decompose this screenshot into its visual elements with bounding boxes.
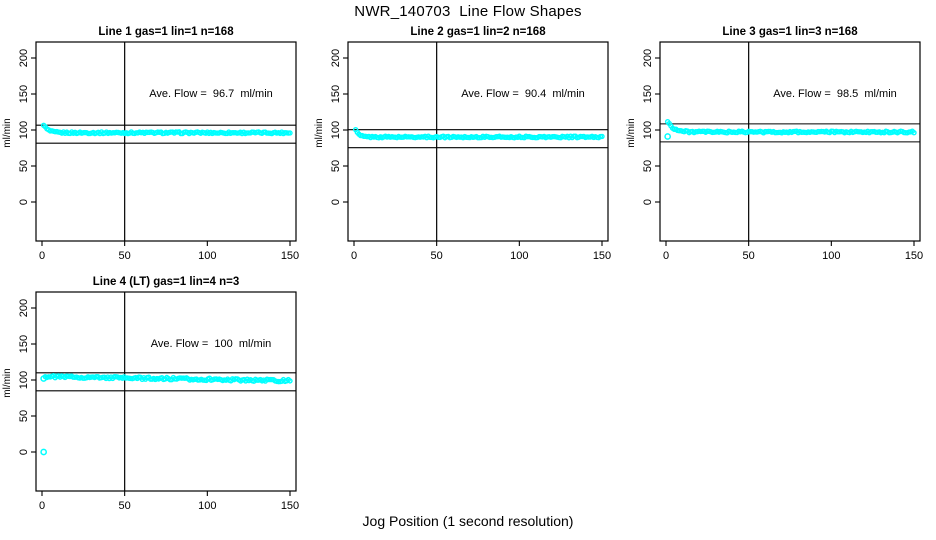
ave-flow-annotation: Ave. Flow = 90.4 ml/min [461,88,585,100]
plot-area-line-1: 0 50 100 150 200 0 50 100 150 [18,41,299,262]
panel-title: Line 1 gas=1 lin=1 n=168 [98,26,234,38]
x-axis-tick-label: 100 [822,250,840,262]
y-axis-tick-label: 0 [18,449,30,455]
x-axis-tick-label: 0 [39,500,45,512]
data-point [287,130,293,136]
x-axis-tick-label: 50 [743,250,755,262]
y-axis-tick-label: 0 [18,199,30,205]
ave-flow-annotation: Ave. Flow = 100 ml/min [150,338,272,350]
y-axis-tick-label: 0 [642,199,654,205]
y-axis-tick-label: 150 [18,85,30,103]
plot-area-line-2: 0 50 100 150 200 0 50 100 150 [330,41,611,262]
x-axis-tick-label: 150 [281,500,299,512]
panel-title: Line 4 (LT) gas=1 lin=4 n=3 [92,276,240,288]
outlier-point [664,133,672,140]
x-axis-tick-label: 150 [281,250,299,262]
outlier-point [40,375,48,382]
panel-line-4: 0 50 100 150 200 0 50 100 150 Line 4 (LT) gas=1 … [0,250,312,515]
y-axis-tick-label: 50 [18,160,30,172]
y-axis-label: ml/min [314,118,325,148]
panel-line-3: 0 50 100 150 200 0 50 100 150 Line 3 gas=1 lin=3… [624,0,936,265]
y-axis-tick-label: 50 [18,410,30,422]
ave-flow-annotation: Ave. Flow = 96.7 ml/min [149,88,273,100]
x-axis-tick-label: 50 [119,250,131,262]
plot-area-line-4: 0 50 100 150 200 0 50 100 150 [18,291,299,512]
x-axis-label: Jog Position (1 second resolution) [362,513,574,529]
y-axis-tick-label: 100 [642,121,654,139]
plot-box [347,41,609,242]
x-axis-tick-label: 0 [39,250,45,262]
plot-box [35,41,297,242]
x-axis-tick-label: 100 [510,250,528,262]
plot-area-line-3: 0 50 100 150 200 0 50 100 150 [642,41,923,262]
y-axis-tick-label: 100 [330,121,342,139]
panel-title: Line 3 gas=1 lin=3 n=168 [722,26,858,38]
plot-box [35,291,297,492]
panel-line-2: 0 50 100 150 200 0 50 100 150 Line 2 gas=1 lin=2… [312,0,624,265]
y-axis-tick-label: 150 [330,85,342,103]
plot-box [659,41,921,242]
data-point [287,378,293,384]
y-axis-label: ml/min [2,118,13,148]
data-point [911,130,917,136]
y-axis-tick-label: 200 [642,49,654,67]
y-axis-label: ml/min [626,118,637,148]
y-axis-tick-label: 200 [18,49,30,67]
y-axis-tick-label: 200 [330,49,342,67]
y-axis-tick-label: 100 [18,371,30,389]
x-axis-tick-label: 0 [663,250,669,262]
outlier-point [40,448,48,456]
panel-title: Line 2 gas=1 lin=2 n=168 [410,26,546,38]
x-axis-tick-label: 100 [198,500,216,512]
ave-flow-annotation: Ave. Flow = 98.5 ml/min [773,88,897,100]
panel-line-1: 0 50 100 150 200 0 50 100 150 Line 1 gas=1 lin=1… [0,0,312,265]
y-axis-tick-label: 0 [330,199,342,205]
x-axis-tick-label: 100 [198,250,216,262]
y-axis-tick-label: 150 [18,335,30,353]
y-axis-tick-label: 50 [642,160,654,172]
main-title: NWR_140703 Line Flow Shapes [354,3,582,20]
x-axis-tick-label: 50 [431,250,443,262]
y-axis-tick-label: 50 [330,160,342,172]
y-axis-label: ml/min [2,368,13,398]
y-axis-tick-label: 100 [18,121,30,139]
x-axis-tick-label: 50 [119,500,131,512]
x-axis-tick-label: 150 [905,250,923,262]
y-axis-tick-label: 150 [642,85,654,103]
data-point [599,133,605,140]
x-axis-tick-label: 150 [593,250,611,262]
x-axis-tick-label: 0 [351,250,357,262]
y-axis-tick-label: 200 [18,299,30,317]
